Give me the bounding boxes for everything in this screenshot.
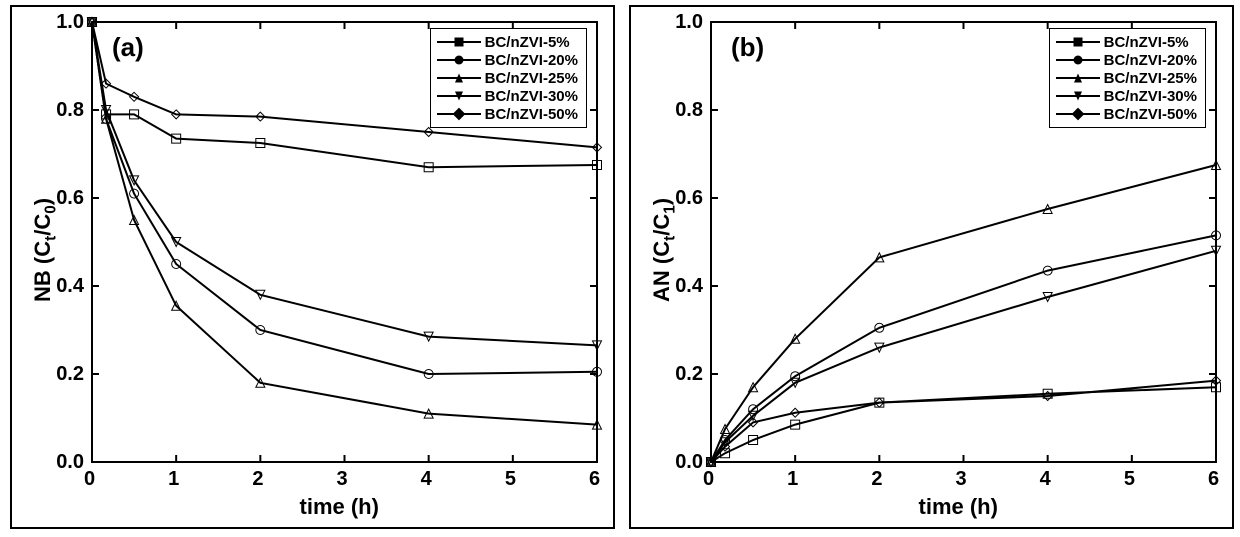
ytick-label: 1.0 <box>675 11 703 34</box>
series-BC/nZVI-20% <box>707 231 1221 467</box>
triangle-up-icon <box>1074 74 1082 83</box>
legend-item: BC/nZVI-20% <box>1056 51 1197 69</box>
square-icon <box>1073 38 1082 47</box>
xtick-label: 3 <box>956 468 967 491</box>
legend-swatch <box>1056 53 1100 67</box>
legend-swatch <box>1056 71 1100 85</box>
figure-root: 01234560.00.20.40.60.81.0time (h)NB (Ct/… <box>0 0 1240 537</box>
legend-item: BC/nZVI-30% <box>1056 87 1197 105</box>
xtick-label: 1 <box>787 468 798 491</box>
xtick-label: 2 <box>871 468 882 491</box>
legend-label: BC/nZVI-25% <box>1104 70 1197 87</box>
series-BC/nZVI-25% <box>707 161 1221 467</box>
ytick-label: 0.2 <box>675 363 703 386</box>
panel-tag-b: (b) <box>731 32 764 63</box>
legend-label: BC/nZVI-5% <box>1104 34 1189 51</box>
triangle-down-icon <box>1074 92 1082 101</box>
circle-icon <box>1073 56 1082 65</box>
ylabel-b: AN (Ct/C1) <box>649 198 679 302</box>
ytick-label: 0.8 <box>675 99 703 122</box>
ytick-label: 0.0 <box>675 451 703 474</box>
xtick-label: 4 <box>1040 468 1051 491</box>
diamond-icon <box>1073 110 1082 119</box>
legend-item: BC/nZVI-5% <box>1056 33 1197 51</box>
legend-swatch <box>1056 89 1100 103</box>
series-BC/nZVI-5% <box>707 383 1221 467</box>
series-BC/nZVI-30% <box>707 246 1221 466</box>
legend-label: BC/nZVI-20% <box>1104 52 1197 69</box>
legend-item: BC/nZVI-25% <box>1056 69 1197 87</box>
xtick-label: 5 <box>1124 468 1135 491</box>
xlabel-b: time (h) <box>919 494 998 520</box>
legend-label: BC/nZVI-30% <box>1104 88 1197 105</box>
legend-item: BC/nZVI-50% <box>1056 105 1197 123</box>
legend-swatch <box>1056 107 1100 121</box>
xtick-label: 6 <box>1208 468 1219 491</box>
xtick-label: 0 <box>703 468 714 491</box>
legend-b: BC/nZVI-5% BC/nZVI-20% BC/nZVI-25% BC/nZ… <box>1049 28 1206 128</box>
legend-swatch <box>1056 35 1100 49</box>
legend-label: BC/nZVI-50% <box>1104 106 1197 123</box>
